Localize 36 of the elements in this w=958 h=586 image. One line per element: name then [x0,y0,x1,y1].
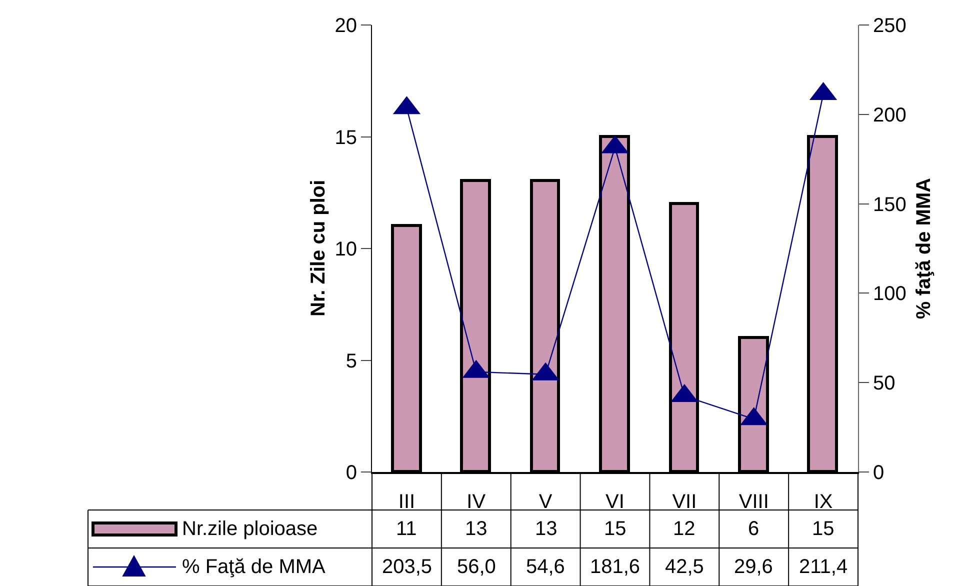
y-tick-label: 15 [334,126,357,149]
y2-tick-label: 50 [873,372,896,395]
data-label: 54,6 [526,556,565,578]
x-tick-label: VII [672,490,697,513]
data-label: 42,5 [665,556,704,578]
x-tick-label: IV [466,490,486,513]
x-tick-label: V [538,490,553,513]
data-label: 56,0 [457,556,496,578]
data-label: 181,6 [590,556,640,578]
data-label: 11 [396,518,417,540]
data-label: 13 [535,518,558,540]
y2-tick-label: 0 [873,462,884,484]
data-label: 12 [673,518,696,540]
data-label: 13 [465,518,488,540]
legend-label: Nr.zile ploioase [182,518,318,540]
y-tick-label: 20 [334,15,357,37]
data-label: 203,5 [382,556,432,578]
data-label: 6 [748,518,760,540]
data-label: 15 [604,518,626,540]
y-tick-label: 10 [334,238,357,260]
data-label: 211,4 [799,556,848,578]
data-label: 15 [812,518,834,540]
x-tick-label: VI [606,490,624,513]
y2-tick-label: 150 [873,194,906,216]
y-tick-label: 5 [346,350,357,372]
data-label: 29,6 [734,556,773,578]
x-tick-label: VIII [738,490,769,513]
y2-tick-label: 250 [873,15,906,37]
y2-tick-label: 200 [873,104,906,126]
y2-tick-label: 100 [873,283,906,306]
y2-axis-title: % faţă de MMA [912,178,935,320]
y-axis-title: Nr. Zile cu ploi [308,180,330,316]
y-tick-label: 0 [346,462,357,484]
legend-label: % Faţă de MMA [182,556,326,578]
x-tick-label: IX [814,490,833,513]
x-tick-label: III [398,490,416,513]
